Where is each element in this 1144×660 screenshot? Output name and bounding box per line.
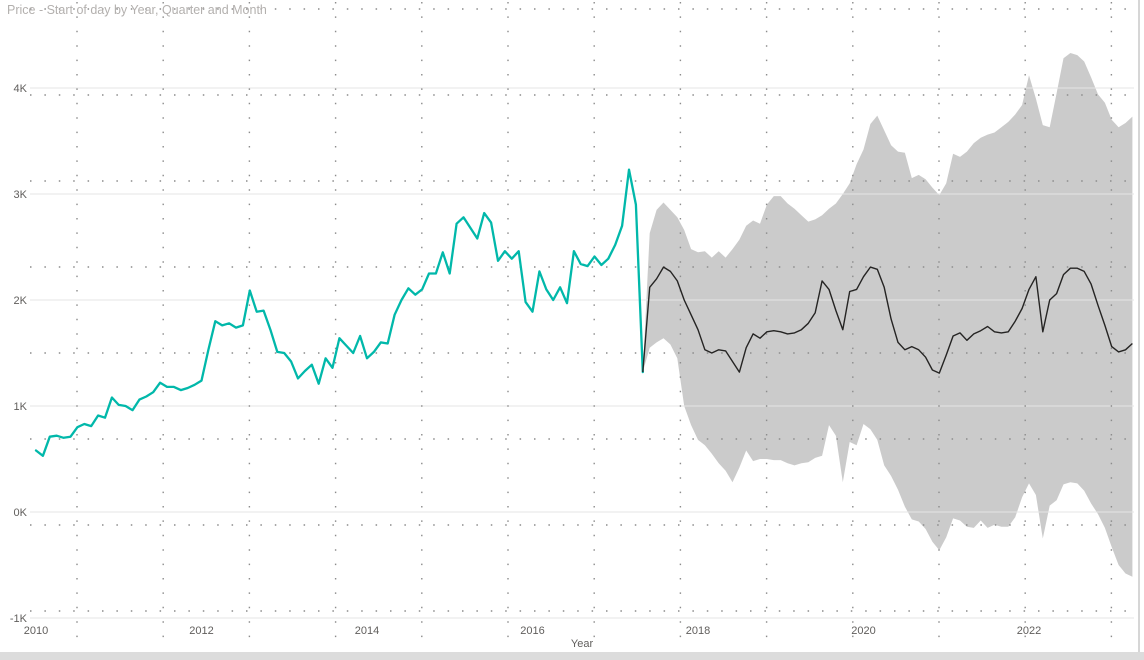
x-tick-label: 2018 <box>686 625 710 637</box>
x-axis-title: Year <box>570 638 594 650</box>
history-price-line[interactable] <box>34 168 644 457</box>
x-tick-label: 2014 <box>355 625 379 637</box>
x-tick-label: 2016 <box>520 625 544 637</box>
y-tick-label: 4K <box>14 83 28 95</box>
y-tick-label: -1K <box>10 613 28 625</box>
chart-title: Price - Start of day by Year, Quarter an… <box>7 3 267 17</box>
y-tick-label: 1K <box>14 401 28 413</box>
horizontal-scrollbar[interactable] <box>0 652 1144 660</box>
x-tick-label: 2010 <box>24 625 48 637</box>
y-tick-label: 0K <box>14 507 28 519</box>
confidence-band[interactable] <box>642 53 1133 577</box>
y-tick-label: 3K <box>14 189 28 201</box>
x-tick-label: 2012 <box>189 625 213 637</box>
pane-divider <box>1138 0 1140 652</box>
forecast-line[interactable] <box>642 266 1133 374</box>
y-tick-label: 2K <box>14 295 28 307</box>
x-tick-label: 2022 <box>1017 625 1041 637</box>
x-tick-label: 2020 <box>851 625 875 637</box>
